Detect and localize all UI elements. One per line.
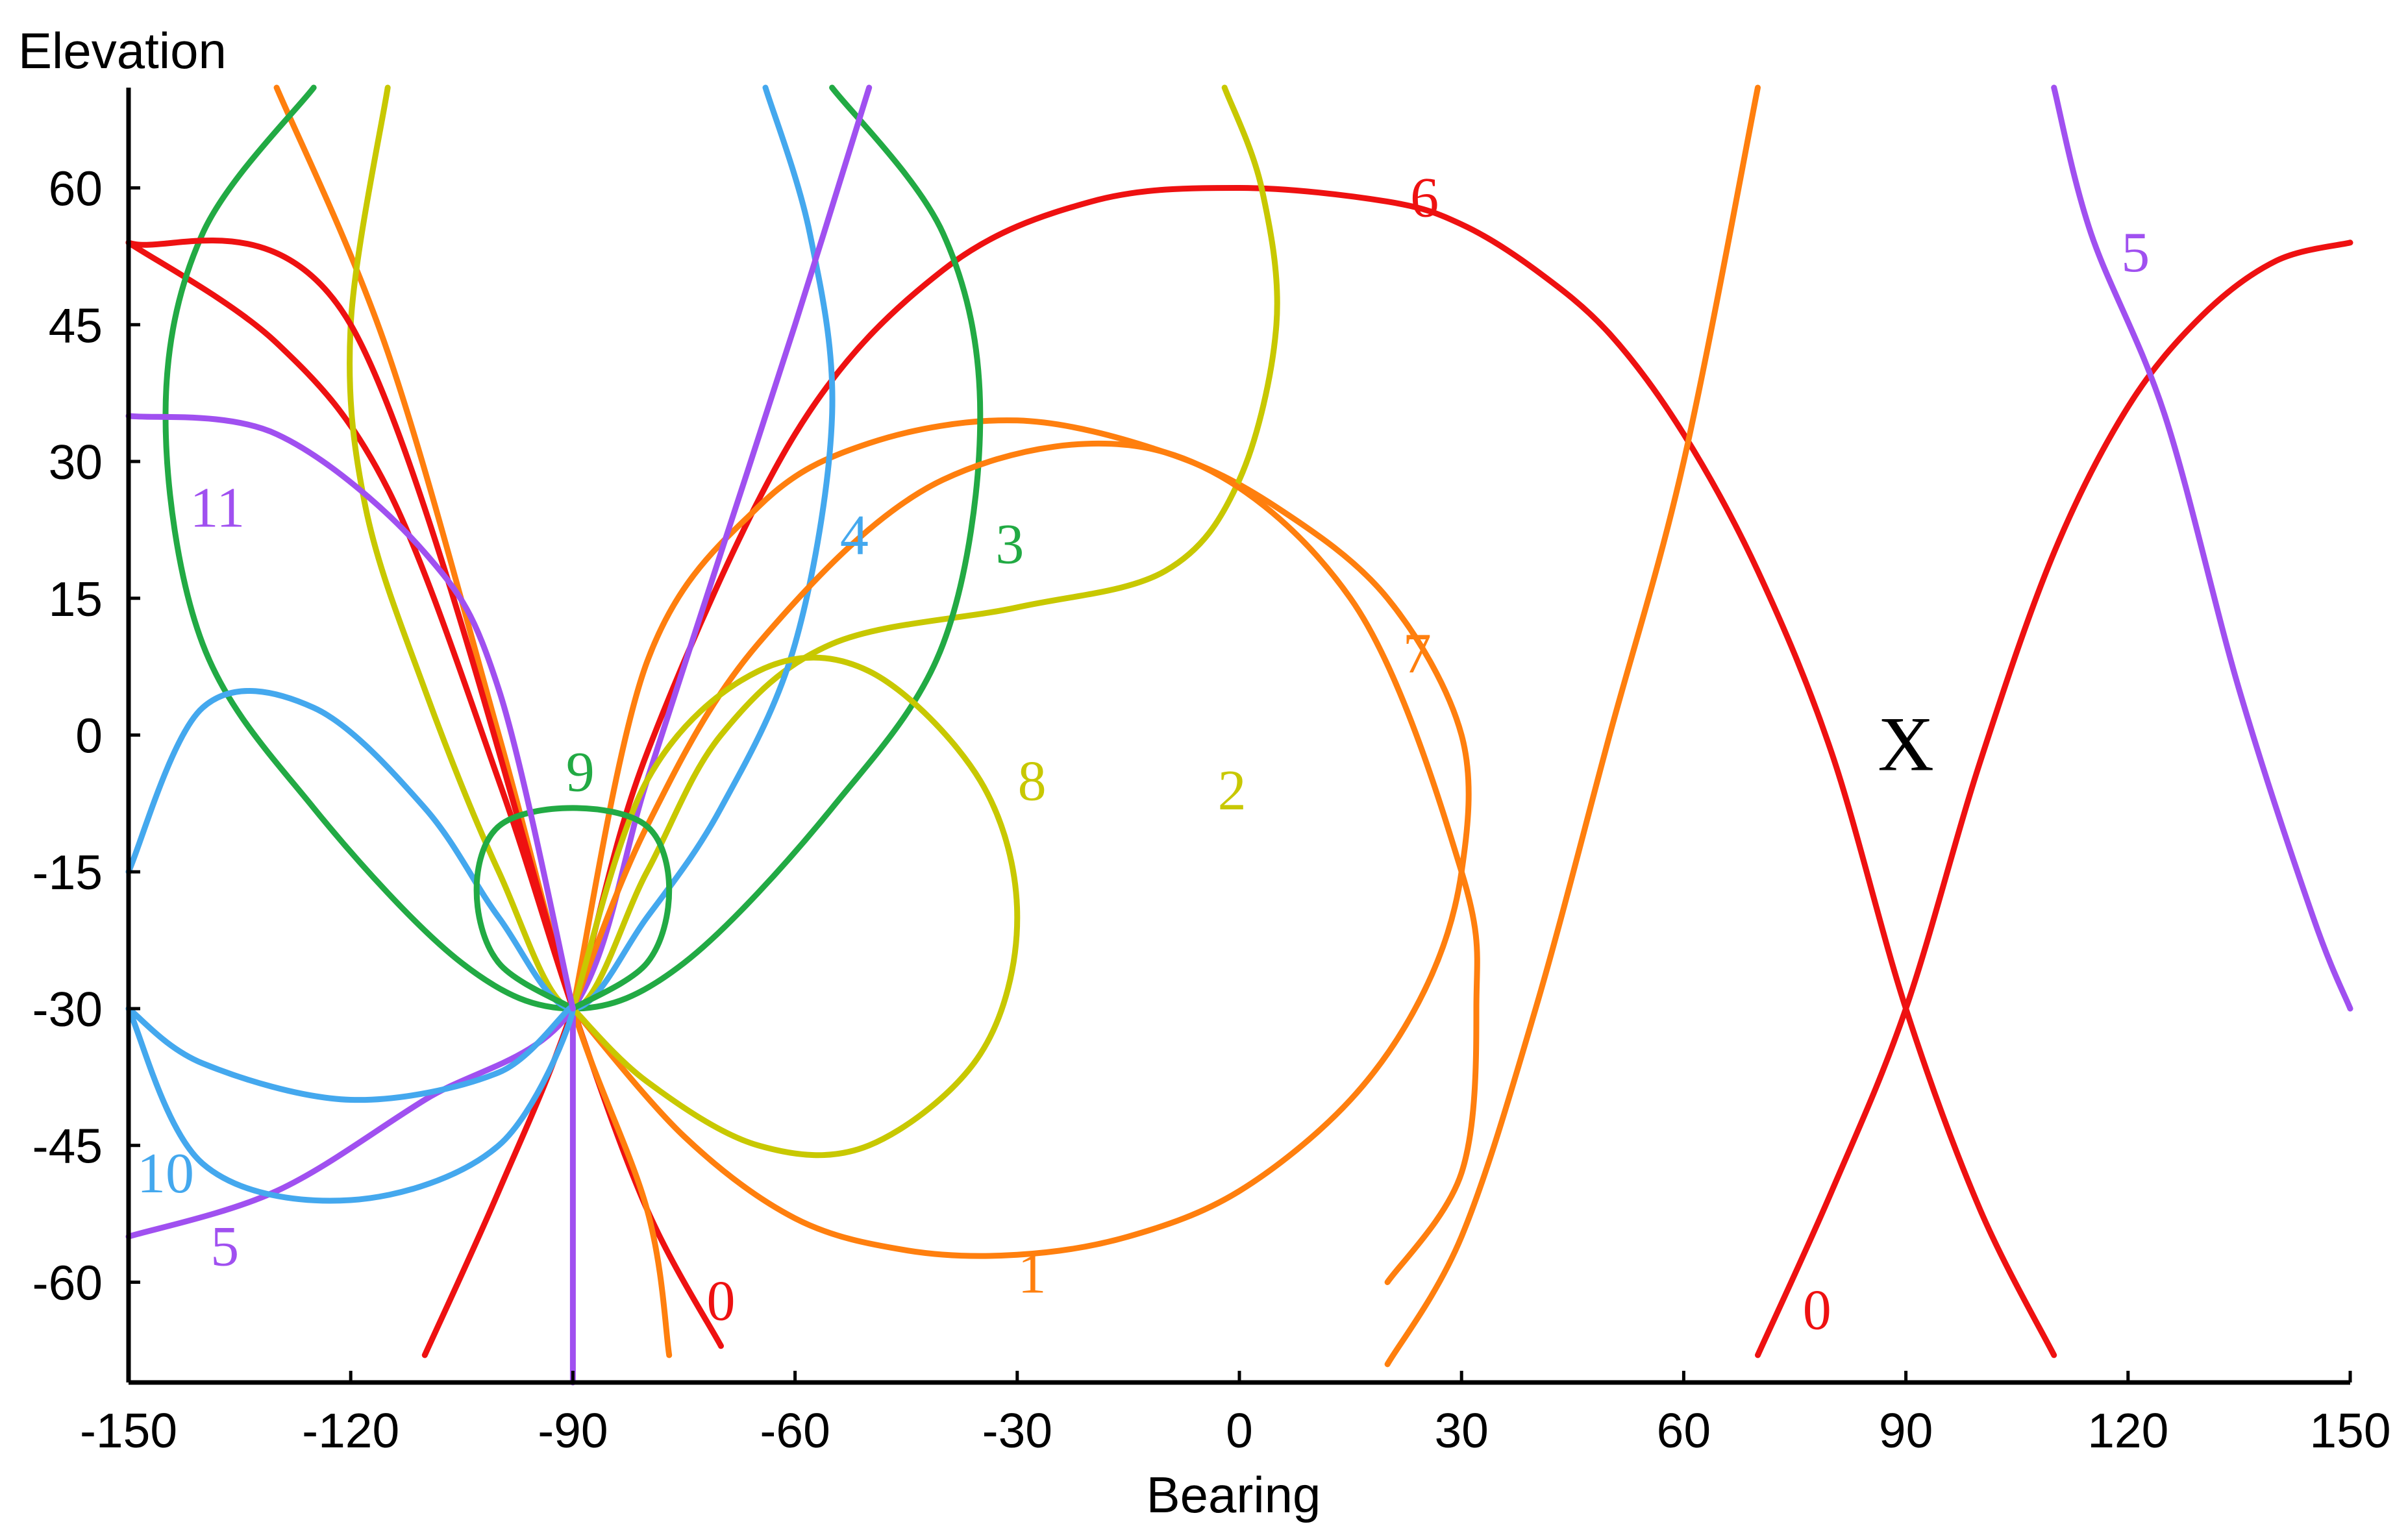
marker-label-x: X [1878, 701, 1934, 787]
x-tick-label: -120 [302, 1403, 399, 1458]
x-ticks: -150 -120 -90 -60 -30 0 30 60 90 120 150 [80, 1371, 2391, 1458]
y-tick-label: -30 [32, 982, 103, 1037]
x-tick-label: 90 [1879, 1403, 1933, 1458]
curve-8-14 [569, 654, 1021, 1159]
curve-2-6 [347, 84, 1280, 1012]
curve-label-3: 3 [995, 513, 1024, 576]
y-tick-label: -15 [32, 845, 103, 900]
curve-10-16 [125, 1004, 576, 1204]
x-tick-label: -150 [80, 1403, 177, 1458]
y-axis-title: Elevation [18, 22, 227, 79]
curve-1-5 [1384, 84, 1761, 1368]
x-axis-title: Bearing [1147, 1466, 1321, 1523]
curve-7-13 [569, 440, 1480, 1285]
curve-label-8: 8 [1018, 750, 1047, 813]
curve-1-3 [273, 84, 673, 1358]
y-tick-label: 0 [75, 709, 103, 763]
y-tick-label: -60 [32, 1255, 103, 1310]
curve-label-10: 10 [137, 1142, 194, 1205]
curve-label-9: 9 [566, 741, 595, 804]
x-tick-label: -90 [538, 1403, 608, 1458]
y-tick-label: 30 [49, 435, 103, 489]
curve-9-15 [473, 805, 673, 1012]
x-tick-label: 0 [1226, 1403, 1253, 1458]
curve-label-2: 2 [1218, 759, 1247, 822]
x-tick-label: -30 [982, 1403, 1052, 1458]
curve-labels: 0 0 1 2 3 4 5 5 6 7 8 9 10 11 [137, 167, 2150, 1342]
curve-label-0: 0 [707, 1270, 736, 1333]
y-tick-label: 60 [49, 162, 103, 216]
curve-label-1: 1 [1018, 1242, 1047, 1305]
x-tick-label: 30 [1434, 1403, 1488, 1458]
y-tick-label: 15 [49, 572, 103, 626]
curves-group [125, 84, 2353, 1386]
curve-label-6: 6 [1410, 167, 1439, 230]
markers: X [1878, 701, 1934, 787]
curve-5-11 [2051, 84, 2353, 1012]
curve-label-11: 11 [190, 476, 245, 539]
y-ticks: 60 45 30 15 0 -15 -30 -45 -60 [32, 162, 140, 1310]
x-tick-label: 60 [1657, 1403, 1711, 1458]
y-tick-label: 45 [49, 298, 103, 352]
curve-4-8 [125, 84, 836, 1012]
curve-label-4: 4 [840, 504, 869, 567]
curve-label-5: 5 [210, 1215, 239, 1278]
x-tick-label: 120 [2087, 1403, 2168, 1458]
curve-label-7: 7 [1403, 622, 1432, 685]
curve-0-1 [421, 185, 2057, 1358]
x-tick-label: 150 [2309, 1403, 2390, 1458]
x-tick-label: -60 [760, 1403, 830, 1458]
y-tick-label: -45 [32, 1119, 103, 1173]
curve-11-17 [125, 413, 576, 1012]
curve-6-12 [125, 238, 576, 1012]
curve-1-4 [569, 417, 1472, 1259]
curve-5-9 [125, 84, 873, 1240]
curve-0-2 [1755, 239, 2353, 1358]
curve-label-0: 0 [1803, 1279, 1831, 1342]
curve-label-5: 5 [2121, 221, 2150, 284]
